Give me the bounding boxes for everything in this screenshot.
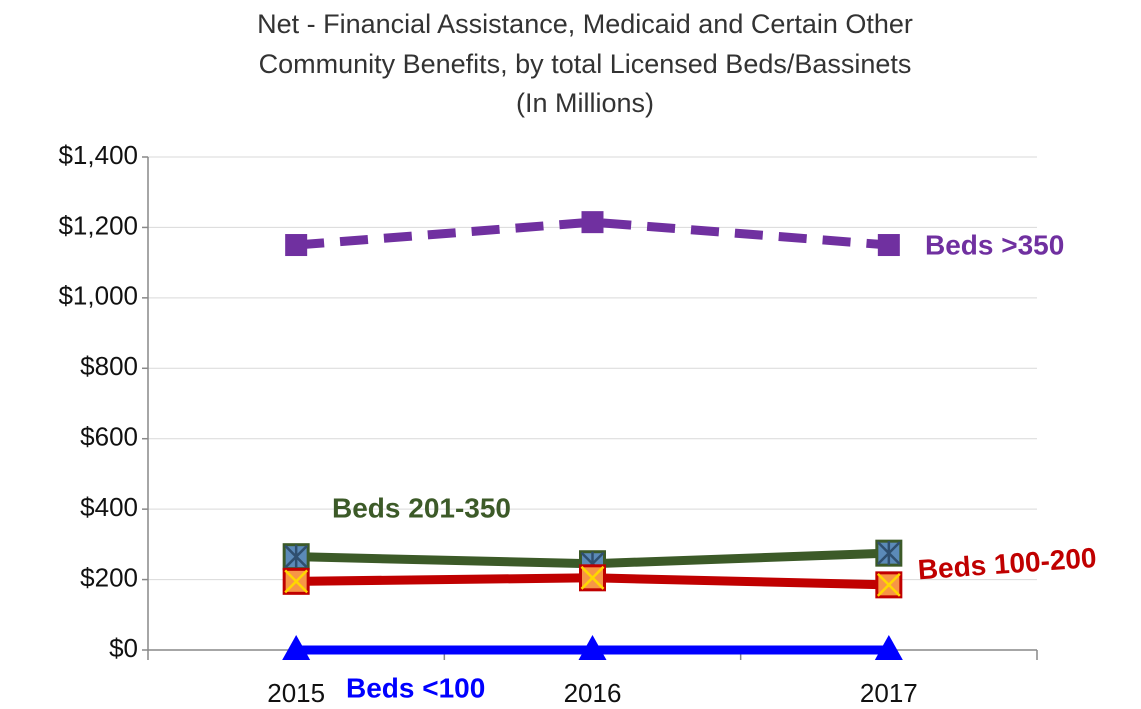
x-tick-label: 2016 [564, 678, 622, 708]
y-tick-label: $1,400 [58, 140, 138, 170]
series-label: Beds <100 [346, 672, 485, 703]
y-tick-label: $400 [80, 492, 138, 522]
marker [874, 635, 903, 660]
marker [578, 635, 607, 660]
marker [877, 234, 900, 257]
marker [285, 234, 308, 257]
marker [875, 571, 903, 599]
marker [875, 539, 903, 567]
marker [282, 635, 311, 660]
chart-title: (In Millions) [516, 88, 654, 118]
y-tick-label: $1,200 [58, 210, 138, 240]
y-tick-label: $0 [109, 633, 138, 663]
marker [579, 564, 606, 592]
y-tick-label: $600 [80, 422, 138, 452]
marker [282, 567, 310, 595]
series-label: Beds >350 [925, 229, 1064, 260]
series-label: Beds 201-350 [332, 492, 511, 523]
y-tick-label: $800 [80, 351, 138, 381]
y-tick-label: $1,000 [58, 281, 138, 311]
x-tick-label: 2015 [267, 678, 325, 708]
y-tick-label: $200 [80, 562, 138, 592]
x-tick-label: 2017 [860, 678, 918, 708]
marker [581, 211, 604, 234]
series-label: Beds 100-200 [917, 542, 1098, 585]
chart-title: Community Benefits, by total Licensed Be… [259, 49, 912, 79]
marker [282, 543, 310, 571]
series-line [295, 217, 890, 250]
chart-title: Net - Financial Assistance, Medicaid and… [257, 9, 913, 39]
